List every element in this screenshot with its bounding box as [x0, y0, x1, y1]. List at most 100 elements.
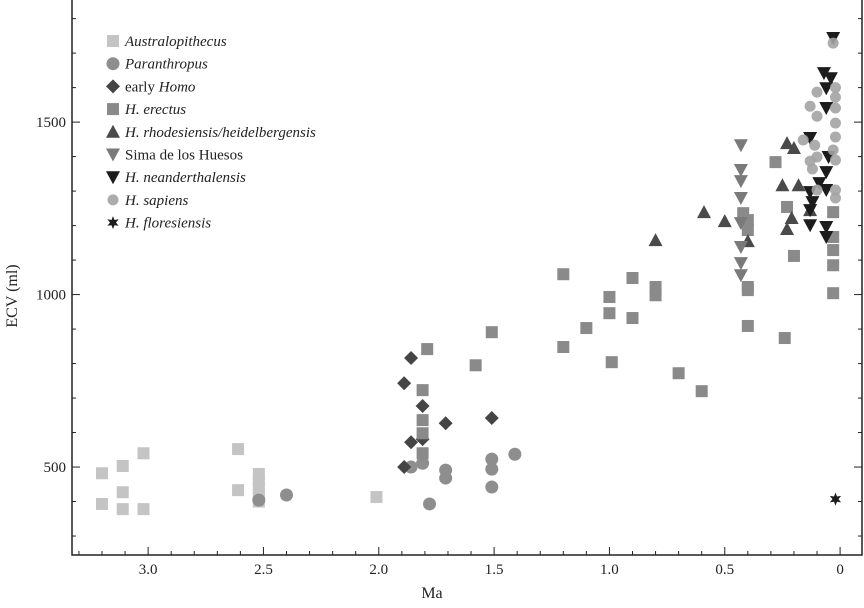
series-h-rhodesiensis-heidelbergensis — [648, 136, 818, 248]
data-point — [649, 289, 662, 302]
data-point — [741, 224, 754, 237]
data-point — [423, 497, 437, 511]
data-point — [603, 307, 616, 320]
legend-label: H. sapiens — [124, 193, 188, 209]
data-point — [603, 290, 616, 303]
data-point — [819, 82, 834, 96]
x-tick-label: 2.0 — [369, 562, 388, 578]
data-point — [803, 131, 818, 145]
data-point — [137, 447, 150, 460]
data-point — [252, 493, 266, 507]
data-point — [778, 332, 791, 345]
data-point — [485, 326, 498, 339]
data-point — [484, 411, 499, 426]
data-point — [508, 447, 522, 461]
data-point — [741, 214, 754, 227]
y-tick-label: 1000 — [36, 288, 66, 304]
data-point — [116, 503, 129, 516]
data-point — [829, 184, 841, 196]
data-point — [806, 163, 818, 175]
legend-marker — [106, 79, 120, 94]
series-early-homo — [397, 351, 499, 475]
legend-marker — [107, 103, 119, 116]
legend-label: Paranthropus — [124, 57, 208, 73]
legend-label: Australopithecus — [124, 34, 227, 50]
data-point — [805, 196, 820, 210]
legend-entry: Paranthropus — [106, 57, 208, 73]
legend-marker — [107, 194, 119, 206]
data-point — [780, 136, 795, 150]
legend-entry: early Homo — [106, 79, 196, 95]
legend-label: H. erectus — [124, 102, 186, 118]
data-point — [741, 284, 754, 297]
data-point — [397, 460, 412, 475]
data-point — [787, 249, 800, 262]
data-point — [775, 178, 790, 192]
data-point — [819, 184, 834, 198]
legend-marker — [106, 124, 120, 138]
y-axis-label: ECV (ml) — [4, 264, 21, 327]
data-point — [416, 414, 429, 427]
data-point — [438, 416, 453, 431]
data-point — [415, 398, 430, 413]
legend-marker — [106, 148, 120, 162]
data-point — [232, 484, 245, 497]
data-point — [404, 435, 419, 450]
legend-entry: H. erectus — [107, 102, 186, 118]
legend-entry: H. floresiensis — [107, 216, 211, 232]
data-point — [827, 287, 840, 300]
data-point — [781, 200, 794, 213]
data-point — [557, 268, 570, 281]
data-point — [485, 452, 499, 466]
data-point — [811, 151, 823, 163]
data-point — [829, 102, 841, 114]
data-point — [626, 312, 639, 325]
data-point — [95, 467, 108, 480]
legend-label: H. floresiensis — [124, 216, 211, 232]
data-point — [829, 117, 841, 129]
series-h-floresiensis — [829, 492, 842, 506]
data-point — [733, 257, 748, 271]
legend-marker — [107, 35, 119, 47]
legend-label: Sima de los Huesos — [125, 148, 243, 164]
data-point — [827, 37, 839, 49]
data-point — [827, 259, 840, 272]
data-point — [829, 154, 841, 166]
data-point — [280, 488, 294, 502]
data-point — [733, 164, 748, 178]
data-point — [733, 240, 748, 254]
y-tick-label: 1500 — [36, 115, 66, 131]
legend-entry: H. neanderthalensis — [106, 170, 246, 186]
data-point — [733, 139, 748, 153]
data-point — [116, 460, 129, 473]
data-point — [557, 341, 570, 354]
data-point — [829, 192, 841, 204]
x-tick-label: 2.5 — [254, 562, 273, 578]
data-point — [819, 220, 834, 234]
legend-label: early Homo — [125, 79, 196, 95]
series-australopithecus — [95, 443, 383, 516]
data-point — [416, 456, 430, 470]
data-point — [580, 322, 593, 335]
data-point — [439, 471, 453, 485]
data-point — [137, 503, 150, 516]
axis-frame — [71, 0, 863, 556]
data-point — [797, 134, 809, 146]
data-point — [116, 486, 129, 499]
legend: Australopithecus Paranthropus early Homo H.… — [106, 34, 316, 232]
data-point — [733, 269, 748, 283]
data-point — [416, 384, 429, 397]
data-point — [827, 206, 840, 219]
data-point — [829, 82, 841, 94]
data-point — [803, 204, 818, 218]
data-point — [829, 492, 842, 506]
data-point — [717, 214, 732, 228]
x-tick-label: 1.5 — [485, 562, 504, 578]
x-tick-label: 0 — [836, 562, 844, 578]
x-tick-label: 1.0 — [600, 562, 619, 578]
legend-entry: Australopithecus — [107, 34, 227, 50]
data-point — [803, 219, 818, 233]
data-point — [784, 210, 799, 224]
legend-entry: H. rhodesiensis/heidelbergensis — [106, 124, 316, 141]
